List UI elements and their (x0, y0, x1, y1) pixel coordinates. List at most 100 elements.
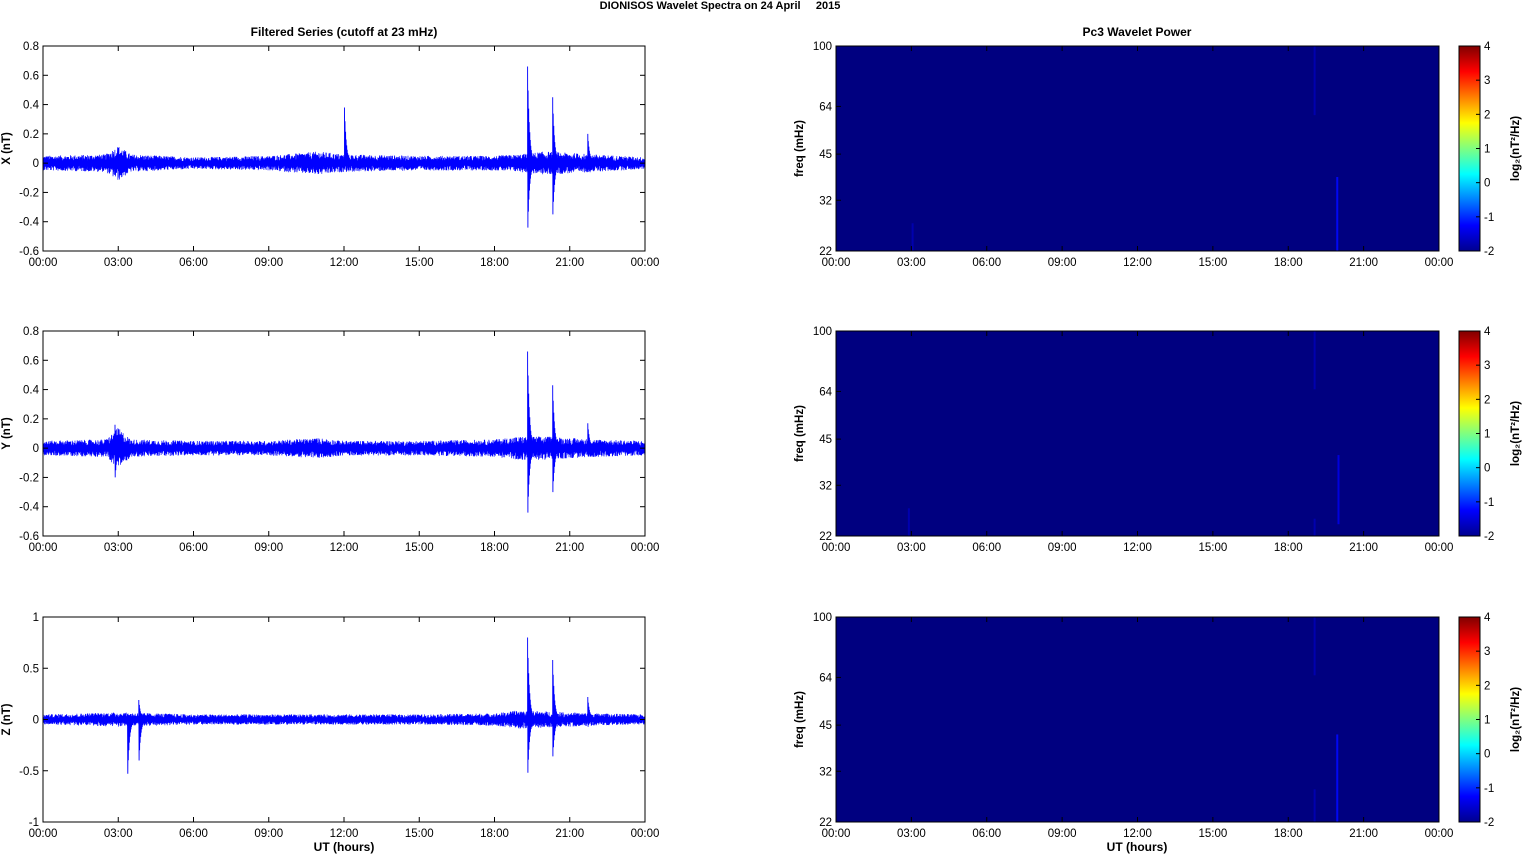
wavelet-y-y-axis-label: freq (mHz) (794, 405, 806, 462)
series-y-x-tick-label: 21:00 (555, 542, 584, 554)
wavelet-z-colorbar-tick-label: 3 (1484, 646, 1490, 658)
series-z-spike (127, 714, 136, 774)
wavelet-z-power-streak (1336, 734, 1339, 822)
series-x-x-tick-label: 18:00 (480, 257, 509, 269)
series-z-spike (552, 659, 561, 757)
series-z-y-tick-label: 0 (33, 715, 39, 727)
series-y-y-tick-label: -0.6 (19, 531, 39, 543)
wavelet-y-x-tick-label: 00:00 (822, 542, 851, 554)
wavelet-z-y-axis-label: freq (mHz) (794, 691, 806, 748)
series-x-y-tick-label: 0.4 (23, 100, 40, 112)
wavelet-x-y-tick-label: 22 (819, 246, 832, 258)
wavelet-x-y-tick-label: 32 (819, 195, 832, 207)
wavelet-z-y-tick-label: 45 (819, 720, 832, 732)
wavelet-y-x-tick-label: 06:00 (972, 542, 1001, 554)
series-x-y-tick-label: -0.6 (19, 246, 39, 258)
wavelet-z-x-tick-label: 00:00 (1425, 828, 1454, 840)
wavelet-y-y-tick-label: 22 (819, 531, 832, 543)
wavelet-x-x-tick-label: 15:00 (1198, 257, 1227, 269)
wavelet-z-power-streak (1313, 617, 1316, 676)
wavelet-y-power-streak (1313, 331, 1316, 390)
wavelet-x-y-axis-label: freq (mHz) (794, 120, 806, 177)
wavelet-x-x-tick-label: 03:00 (897, 257, 926, 269)
series-z-spike (138, 699, 148, 761)
wavelet-y-y-tick-label: 64 (819, 386, 832, 398)
series-y-spike (587, 423, 597, 456)
wavelet-z-x-tick-label: 15:00 (1198, 828, 1227, 840)
series-z-y-tick-label: 0.5 (23, 663, 39, 675)
wavelet-z-colorbar-tick-label: 4 (1484, 612, 1491, 624)
wavelet-z-heatmap-background (836, 617, 1439, 822)
wavelet-y-colorbar-tick-label: 4 (1484, 326, 1491, 338)
wavelet-y-x-tick-label: 21:00 (1349, 542, 1378, 554)
wavelet-y-colorbar-tick-label: 0 (1484, 463, 1490, 475)
series-z-y-axis-label: Z (nT) (1, 703, 13, 735)
wavelet-x-colorbar-tick-label: -1 (1484, 212, 1494, 224)
wavelet-x-colorbar-tick-label: 3 (1484, 75, 1490, 87)
wavelet-z-x-tick-label: 12:00 (1123, 828, 1152, 840)
wavelet-x-heatmap-background (836, 46, 1439, 251)
wavelet-x-colorbar-tick-label: 4 (1484, 41, 1491, 53)
series-z-y-tick-label: -1 (29, 817, 39, 829)
series-y-y-tick-label: -0.4 (19, 502, 39, 514)
series-y-x-tick-label: 00:00 (631, 542, 660, 554)
left-column-title: Filtered Series (cutoff at 23 mHz) (251, 25, 438, 39)
wavelet-z-colorbar-tick-label: 2 (1484, 680, 1490, 692)
wavelet-z-colorbar-tick-label: -2 (1484, 817, 1494, 829)
wavelet-x-power-streak (1336, 177, 1339, 251)
wavelet-y-power-streak (1337, 455, 1340, 525)
wavelet-y-x-tick-label: 15:00 (1198, 542, 1227, 554)
series-y-y-tick-label: -0.2 (19, 472, 39, 484)
series-y-x-tick-label: 00:00 (29, 542, 58, 554)
wavelet-z-y-tick-label: 22 (819, 817, 832, 829)
wavelet-x-power-streak (1313, 46, 1316, 116)
wavelet-x-colorbar-tick-label: 0 (1484, 178, 1490, 190)
series-x-y-tick-label: 0.8 (23, 41, 39, 53)
series-x-x-tick-label: 06:00 (179, 257, 208, 269)
series-z-x-tick-label: 18:00 (480, 828, 509, 840)
series-z-x-tick-label: 00:00 (631, 828, 660, 840)
wavelet-x-x-tick-label: 09:00 (1048, 257, 1077, 269)
series-y-x-tick-label: 18:00 (480, 542, 509, 554)
series-z-spike (587, 696, 596, 727)
wavelet-z-x-tick-label: 06:00 (972, 828, 1001, 840)
series-y-y-tick-label: 0.4 (23, 385, 40, 397)
wavelet-y-colorbar-tick-label: -2 (1484, 531, 1494, 543)
series-z-x-tick-label: 06:00 (179, 828, 208, 840)
wavelet-x-power-streak (911, 223, 914, 251)
wavelet-x-y-tick-label: 100 (813, 41, 832, 53)
series-x-x-tick-label: 03:00 (104, 257, 133, 269)
series-y-y-tick-label: 0.2 (23, 414, 39, 426)
series-x-x-tick-label: 21:00 (555, 257, 584, 269)
wavelet-x-x-tick-label: 12:00 (1123, 257, 1152, 269)
series-x-spike (552, 97, 561, 215)
series-x-panel: 0.80.60.40.20-0.2-0.4-0.600:00 03:00 06:00… (1, 41, 659, 269)
wavelet-y-x-tick-label: 18:00 (1274, 542, 1303, 554)
wavelet-z-colorbar-tick-label: 0 (1484, 749, 1490, 761)
wavelet-x-x-tick-label: 00:00 (1425, 257, 1454, 269)
wavelet-y-colorbar-tick-label: 1 (1484, 429, 1490, 441)
series-y-y-tick-label: 0.8 (23, 326, 39, 338)
wavelet-z-x-tick-label: 03:00 (897, 828, 926, 840)
series-z-x-tick-label: 03:00 (104, 828, 133, 840)
right-column-title: Pc3 Wavelet Power (1083, 25, 1192, 39)
series-y-y-axis-label: Y (nT) (1, 417, 13, 450)
series-z-y-tick-label: 1 (33, 612, 39, 624)
wavelet-x-x-tick-label: 06:00 (972, 257, 1001, 269)
series-x-y-tick-label: -0.2 (19, 187, 39, 199)
series-x-x-tick-label: 12:00 (330, 257, 359, 269)
wavelet-y-x-tick-label: 09:00 (1048, 542, 1077, 554)
series-x-y-tick-label: -0.4 (19, 217, 39, 229)
series-z-x-tick-label: 09:00 (254, 828, 283, 840)
right-x-axis-label: UT (hours) (1107, 840, 1168, 854)
wavelet-x-colorbar-tick-label: -2 (1484, 246, 1494, 258)
series-y-x-tick-label: 12:00 (330, 542, 359, 554)
wavelet-z-colorbar-tick-label: 1 (1484, 715, 1490, 727)
series-z-panel: 10.50-0.5-100:00 03:00 06:00 09:00 12:00 15:0… (1, 612, 659, 840)
wavelet-x-x-tick-label: 18:00 (1274, 257, 1303, 269)
wavelet-x-x-tick-label: 00:00 (822, 257, 851, 269)
wavelet-y-x-tick-label: 03:00 (897, 542, 926, 554)
series-x-spike (527, 66, 536, 228)
